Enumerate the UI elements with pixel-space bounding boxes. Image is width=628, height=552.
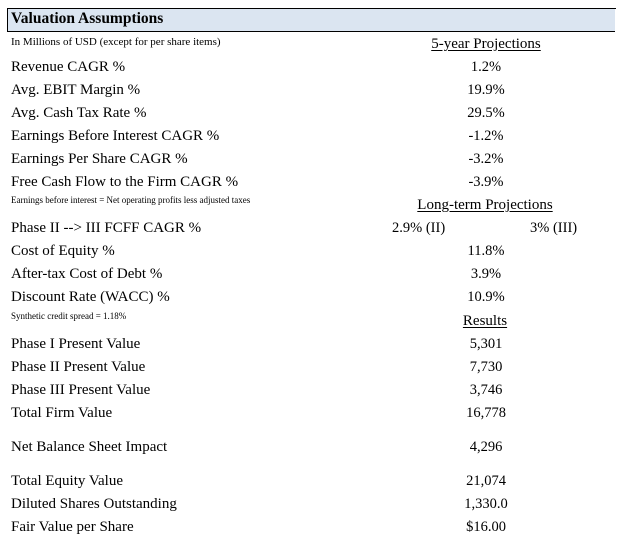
page-title: Valuation Assumptions	[11, 10, 164, 27]
fair-value-per-share-value: $16.00	[466, 519, 506, 535]
diluted-shares-value: 1,330.0	[464, 496, 508, 512]
ebi-definition-note: Earnings before interest = Net operating…	[11, 195, 251, 205]
phase-two-cagr-value: 2.9% (II)	[392, 220, 446, 236]
cash-tax-rate-label: Avg. Cash Tax Rate %	[11, 105, 147, 121]
credit-spread-note: Synthetic credit spread = 1.18%	[11, 311, 127, 321]
diluted-shares-label: Diluted Shares Outstanding	[11, 496, 177, 512]
ebi-cagr-label: Earnings Before Interest CAGR %	[11, 128, 220, 144]
total-equity-value-label: Total Equity Value	[11, 473, 123, 489]
long-term-projections-heading: Long-term Projections	[417, 197, 553, 213]
total-firm-value: 16,778	[466, 405, 506, 421]
net-balance-sheet-value: 4,296	[469, 439, 503, 455]
phase-three-cagr-value: 3% (III)	[530, 220, 578, 236]
cost-of-equity-value: 11.8%	[467, 243, 505, 259]
phase-three-pv-label: Phase III Present Value	[11, 382, 151, 398]
wacc-label: Discount Rate (WACC) %	[11, 289, 170, 305]
wacc-value: 10.9%	[467, 289, 505, 305]
total-firm-value-label: Total Firm Value	[11, 405, 113, 421]
title-bar	[7, 8, 616, 32]
fair-value-per-share-label: Fair Value per Share	[11, 519, 134, 535]
revenue-cagr-label: Revenue CAGR %	[11, 59, 126, 75]
ebi-cagr-value: -1.2%	[468, 128, 504, 144]
cost-of-equity-label: Cost of Equity %	[11, 243, 115, 259]
total-equity-value: 21,074	[466, 473, 506, 489]
cost-of-debt-label: After-tax Cost of Debt %	[11, 266, 163, 282]
cash-tax-rate-value: 29.5%	[467, 105, 505, 121]
ebit-margin-label: Avg. EBIT Margin %	[11, 82, 141, 98]
units-subtitle: In Millions of USD (except for per share…	[11, 36, 221, 48]
phase-one-pv-value: 5,301	[469, 336, 503, 352]
phase-two-pv-label: Phase II Present Value	[11, 359, 146, 375]
results-heading: Results	[462, 313, 508, 329]
ebit-margin-value: 19.9%	[467, 82, 505, 98]
fcff-cagr-value: -3.9%	[468, 174, 504, 190]
phase-three-pv-value: 3,746	[469, 382, 503, 398]
phase-one-pv-label: Phase I Present Value	[11, 336, 141, 352]
eps-cagr-value: -3.2%	[468, 151, 504, 167]
net-balance-sheet-label: Net Balance Sheet Impact	[11, 439, 168, 455]
five-year-projections-heading: 5-year Projections	[431, 36, 541, 52]
revenue-cagr-value: 1.2%	[470, 59, 502, 75]
fcff-cagr-label: Free Cash Flow to the Firm CAGR %	[11, 174, 239, 190]
eps-cagr-label: Earnings Per Share CAGR %	[11, 151, 188, 167]
phase-fcff-cagr-label: Phase II --> III FCFF CAGR %	[11, 220, 202, 236]
cost-of-debt-value: 3.9%	[470, 266, 502, 282]
phase-two-pv-value: 7,730	[469, 359, 503, 375]
